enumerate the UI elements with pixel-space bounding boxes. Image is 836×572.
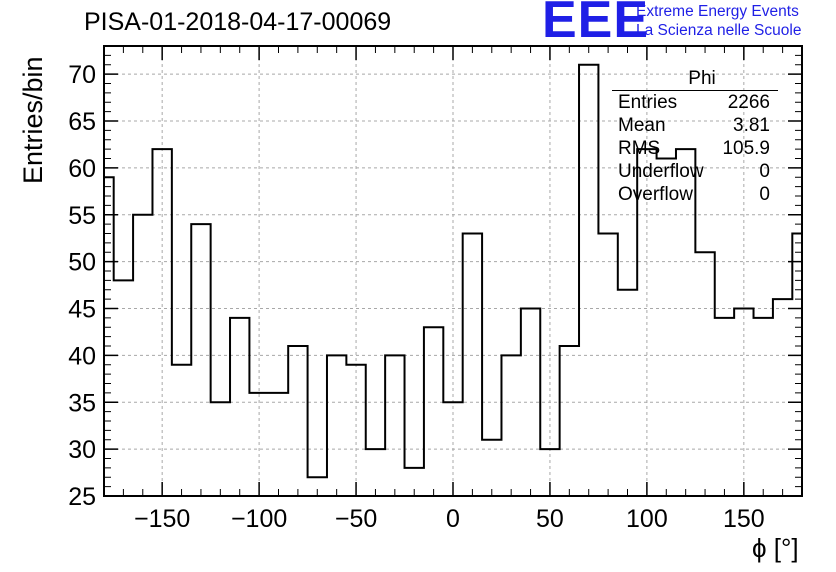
y-tick-label: 60 [68, 155, 96, 183]
histogram-bin [598, 234, 617, 497]
y-tick-label: 25 [68, 483, 96, 511]
stats-row-mean: Mean 3.81 [612, 114, 778, 137]
stats-value: 2266 [727, 92, 770, 113]
x-tick-label: −50 [335, 505, 377, 533]
histogram-bin [754, 318, 773, 496]
y-tick-label: 55 [68, 202, 96, 230]
histogram-bin [385, 355, 404, 496]
stats-value: 0 [759, 184, 770, 205]
x-tick-label: 50 [536, 505, 564, 533]
stats-value: 0 [759, 161, 770, 182]
y-tick-label: 65 [68, 108, 96, 136]
plot-frame [103, 45, 803, 497]
histogram-bin [288, 346, 307, 496]
logo-text: Extreme Energy Events La Scienza nelle S… [636, 2, 801, 40]
stats-label: Overflow [618, 184, 693, 205]
stats-box: Phi Entries 2266 Mean 3.81 RMS 105.9 Underf… [612, 68, 778, 206]
histogram-bin [501, 355, 520, 496]
axis-tick-labels: 25 30 35 40 45 50 55 60 65 70 −150 −100 −50 0 50 100 150 [68, 61, 765, 533]
y-axis-label: Entries/bin [18, 56, 48, 184]
y-tick-label: 40 [68, 342, 96, 370]
stats-title: Phi [612, 68, 778, 91]
histogram-line [104, 63, 802, 479]
y-tick-label: 70 [68, 61, 96, 89]
eee-logo: EEE [542, 0, 650, 49]
x-axis-label: ϕ [°] [752, 533, 799, 563]
histogram-bin [424, 327, 443, 496]
histogram-bin [715, 318, 734, 496]
histogram-bin [269, 393, 288, 496]
histogram-bin [463, 234, 482, 497]
stats-value: 105.9 [722, 138, 770, 159]
histogram-bin [366, 449, 385, 496]
stats-row-overflow: Overflow 0 [612, 183, 778, 206]
y-tick-label: 35 [68, 389, 96, 417]
stats-row-underflow: Underflow 0 [612, 160, 778, 183]
stats-value: 3.81 [733, 115, 770, 136]
x-tick-label: 150 [723, 505, 765, 533]
x-tick-label: 0 [446, 505, 460, 533]
logo-line-1: Extreme Energy Events [636, 3, 799, 20]
stats-row-entries: Entries 2266 [612, 91, 778, 114]
y-tick-label: 50 [68, 249, 96, 277]
histogram-bin [172, 365, 191, 496]
stats-label: RMS [618, 138, 661, 159]
stats-label: Underflow [618, 161, 704, 182]
logo-line-2: La Scienza nelle Scuole [636, 22, 802, 39]
x-tick-label: 100 [626, 505, 668, 533]
histogram-bin [773, 299, 792, 496]
histogram-bin [579, 65, 598, 496]
histogram-bin [482, 440, 501, 496]
histogram-bin [695, 252, 714, 496]
axis-ticks [103, 45, 803, 497]
histogram-bin [114, 280, 133, 496]
stats-label: Mean [618, 115, 666, 136]
y-tick-label: 30 [68, 436, 96, 464]
histogram-bin [230, 318, 249, 496]
histogram-bin [657, 159, 676, 497]
histogram-bin [560, 346, 579, 496]
histogram-bin [618, 290, 637, 496]
x-tick-label: −100 [231, 505, 287, 533]
histogram-bin [327, 355, 346, 496]
y-tick-label: 45 [68, 296, 96, 324]
x-tick-label: −150 [134, 505, 190, 533]
chart-title: PISA-01-2018-04-17-00069 [84, 8, 392, 36]
histogram-bin [191, 224, 210, 496]
stats-label: Entries [618, 92, 678, 113]
stats-row-rms: RMS 105.9 [612, 137, 778, 160]
